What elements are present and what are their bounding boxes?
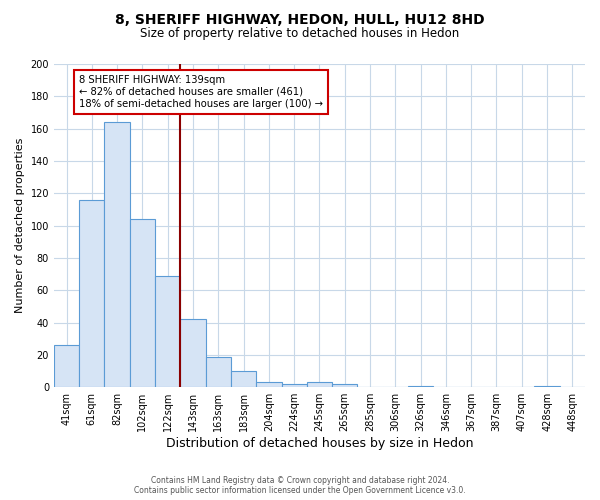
Text: 8 SHERIFF HIGHWAY: 139sqm
← 82% of detached houses are smaller (461)
18% of semi: 8 SHERIFF HIGHWAY: 139sqm ← 82% of detac… [79, 76, 323, 108]
Bar [231, 371, 256, 387]
Bar [206, 356, 231, 387]
Text: Contains HM Land Registry data © Crown copyright and database right 2024.
Contai: Contains HM Land Registry data © Crown c… [134, 476, 466, 495]
Bar [155, 276, 181, 387]
Bar [256, 382, 281, 387]
Bar [130, 219, 155, 387]
Bar [408, 386, 433, 387]
Bar [54, 345, 79, 387]
Y-axis label: Number of detached properties: Number of detached properties [15, 138, 25, 314]
Bar [104, 122, 130, 387]
Bar [332, 384, 358, 387]
Bar [307, 382, 332, 387]
Bar [181, 320, 206, 387]
Text: Size of property relative to detached houses in Hedon: Size of property relative to detached ho… [140, 28, 460, 40]
Bar [281, 384, 307, 387]
X-axis label: Distribution of detached houses by size in Hedon: Distribution of detached houses by size … [166, 437, 473, 450]
Bar [535, 386, 560, 387]
Bar [79, 200, 104, 387]
Text: 8, SHERIFF HIGHWAY, HEDON, HULL, HU12 8HD: 8, SHERIFF HIGHWAY, HEDON, HULL, HU12 8H… [115, 12, 485, 26]
